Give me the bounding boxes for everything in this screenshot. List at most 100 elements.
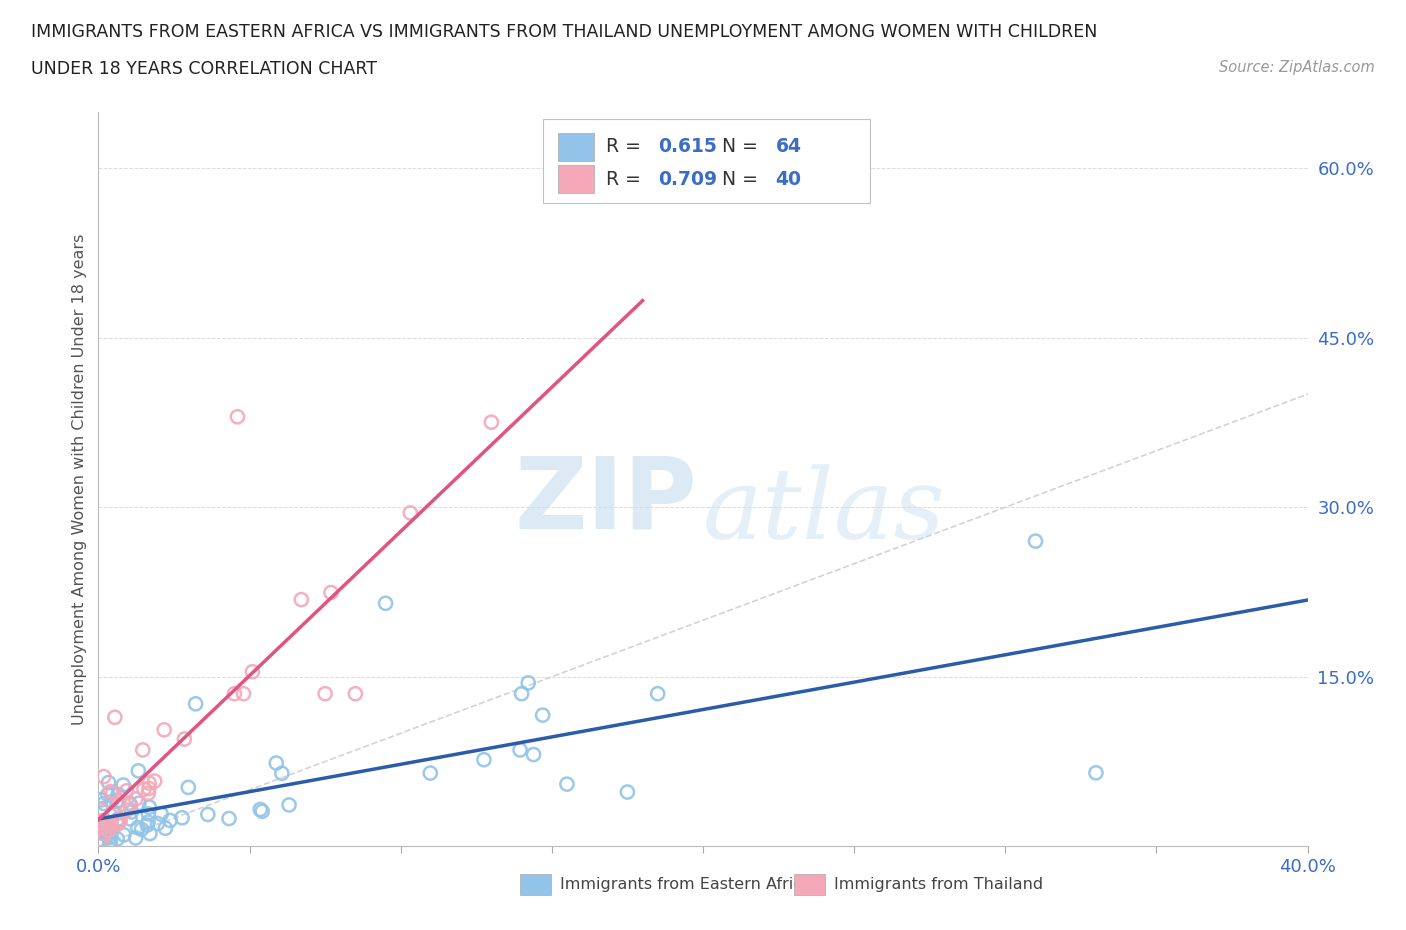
Point: [184, 697, 207, 711]
Point: [108, 798, 131, 813]
Point: [509, 742, 531, 757]
Text: N =: N =: [723, 169, 765, 189]
Point: [177, 780, 200, 795]
Point: [107, 815, 129, 830]
Point: [105, 831, 128, 846]
Text: Immigrants from Thailand: Immigrants from Thailand: [834, 877, 1043, 892]
Point: [1085, 765, 1108, 780]
Point: [159, 813, 181, 828]
Text: atlas: atlas: [703, 464, 945, 560]
Point: [90, 792, 112, 807]
Point: [105, 793, 128, 808]
Point: [91, 820, 114, 835]
Point: [136, 815, 159, 830]
Point: [173, 732, 195, 747]
Point: [124, 830, 146, 845]
Point: [555, 777, 578, 791]
Point: [98, 821, 121, 836]
Point: [224, 686, 246, 701]
Text: UNDER 18 YEARS CORRELATION CHART: UNDER 18 YEARS CORRELATION CHART: [31, 60, 377, 78]
FancyBboxPatch shape: [558, 166, 595, 193]
Point: [250, 804, 273, 818]
Point: [616, 785, 638, 800]
Point: [94, 821, 117, 836]
Point: [98, 836, 121, 851]
Point: [100, 834, 122, 849]
Point: [96, 825, 118, 840]
Point: [97, 828, 120, 843]
FancyBboxPatch shape: [558, 133, 595, 161]
Text: R =: R =: [606, 169, 647, 189]
Text: 0.709: 0.709: [658, 169, 717, 189]
Point: [138, 781, 160, 796]
Point: [101, 786, 124, 801]
Point: [531, 708, 554, 723]
Point: [472, 752, 495, 767]
Text: 0.615: 0.615: [658, 138, 717, 156]
Point: [107, 813, 129, 828]
Point: [90, 820, 112, 835]
Point: [115, 803, 138, 817]
Point: [146, 816, 169, 830]
Point: [104, 807, 127, 822]
Point: [510, 686, 533, 701]
Point: [132, 782, 155, 797]
Point: [419, 765, 441, 780]
Point: [97, 775, 120, 790]
Point: [100, 819, 122, 834]
Point: [138, 800, 160, 815]
Point: [155, 821, 177, 836]
Text: 40: 40: [776, 169, 801, 189]
Point: [138, 806, 160, 821]
Point: [374, 596, 396, 611]
Point: [94, 819, 117, 834]
Point: [90, 826, 112, 841]
Point: [278, 797, 301, 812]
Point: [136, 786, 159, 801]
Point: [90, 803, 112, 817]
Point: [270, 765, 292, 780]
Point: [1024, 534, 1046, 549]
Point: [249, 802, 271, 817]
Point: [120, 797, 142, 812]
Point: [90, 815, 112, 830]
Point: [121, 804, 143, 819]
Point: [90, 802, 112, 817]
Point: [127, 820, 149, 835]
Text: 64: 64: [776, 138, 801, 156]
Text: N =: N =: [723, 138, 765, 156]
Text: Source: ZipAtlas.com: Source: ZipAtlas.com: [1219, 60, 1375, 75]
Point: [242, 664, 264, 679]
Point: [125, 791, 148, 806]
Point: [105, 817, 128, 832]
Point: [132, 742, 155, 757]
Point: [112, 828, 135, 843]
Text: Immigrants from Eastern Africa: Immigrants from Eastern Africa: [560, 877, 811, 892]
Point: [90, 813, 112, 828]
Point: [314, 686, 336, 701]
Point: [97, 823, 120, 838]
Point: [290, 592, 312, 607]
Point: [90, 833, 112, 848]
Point: [93, 826, 115, 841]
Text: IMMIGRANTS FROM EASTERN AFRICA VS IMMIGRANTS FROM THAILAND UNEMPLOYMENT AMONG WO: IMMIGRANTS FROM EASTERN AFRICA VS IMMIGR…: [31, 23, 1097, 41]
Point: [107, 787, 129, 802]
Point: [139, 826, 162, 841]
Point: [100, 794, 122, 809]
Point: [93, 769, 115, 784]
Point: [399, 506, 422, 521]
Point: [344, 686, 367, 701]
Point: [172, 810, 194, 825]
Point: [118, 812, 141, 827]
Point: [481, 415, 503, 430]
Point: [218, 811, 240, 826]
Point: [138, 776, 160, 790]
Point: [226, 409, 249, 424]
FancyBboxPatch shape: [543, 119, 870, 204]
Point: [197, 807, 219, 822]
Point: [100, 784, 122, 799]
Point: [98, 830, 121, 845]
Text: ZIP: ZIP: [515, 453, 697, 550]
Point: [118, 796, 141, 811]
Point: [131, 822, 153, 837]
